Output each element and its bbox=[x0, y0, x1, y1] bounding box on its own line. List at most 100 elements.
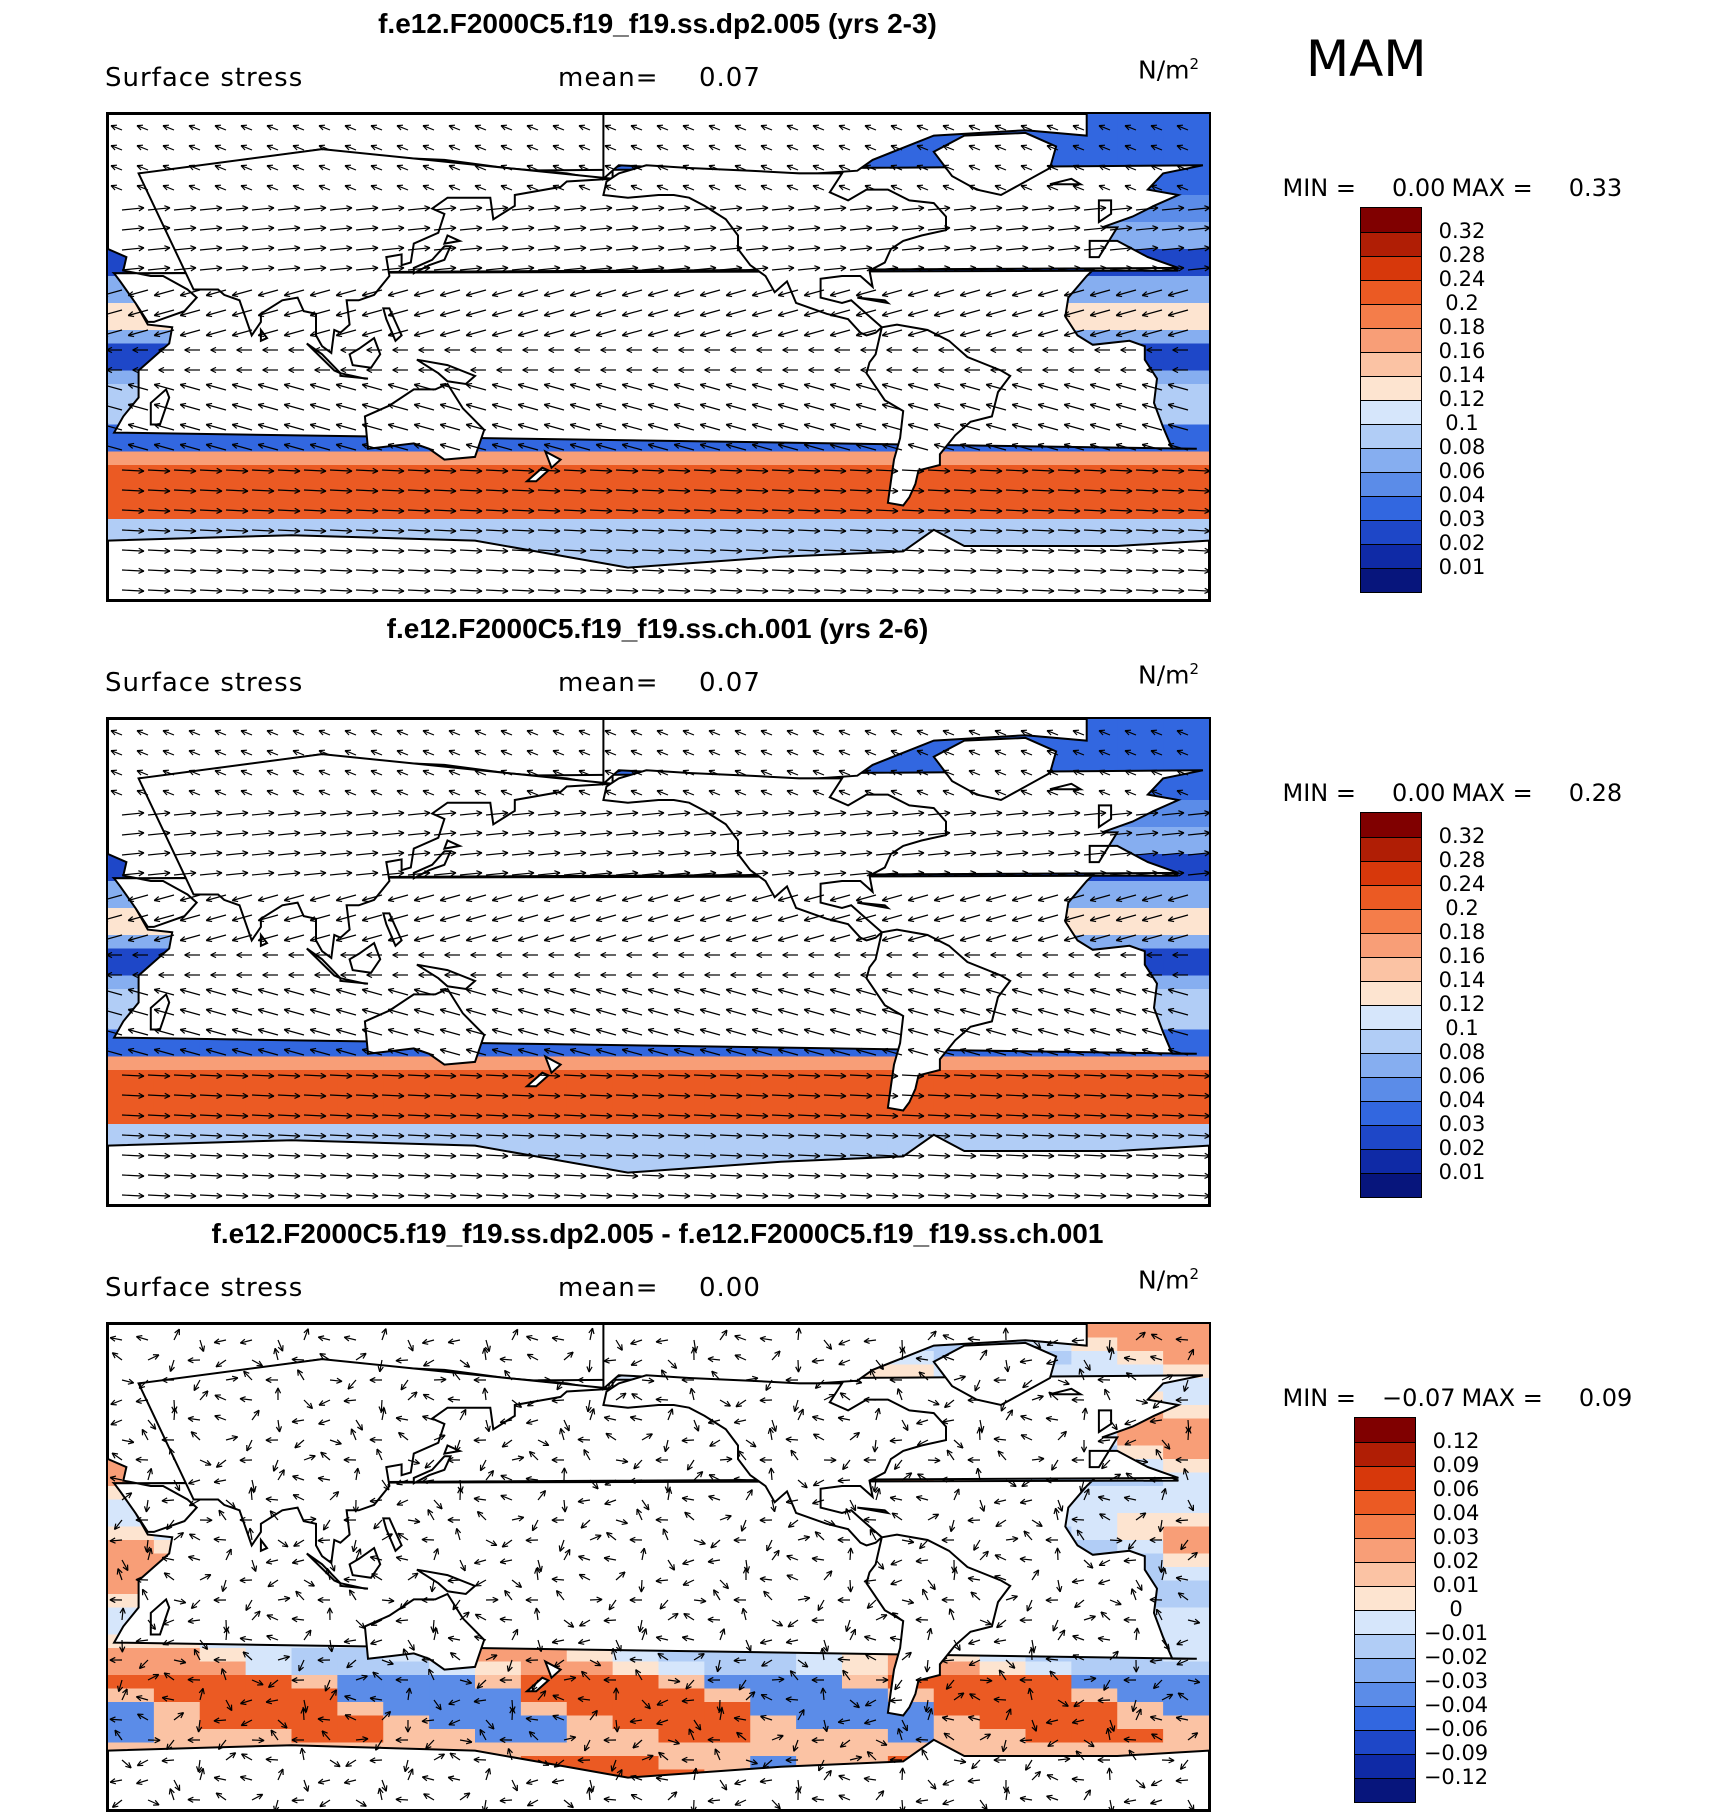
mean-label: mean= bbox=[558, 63, 659, 93]
colorbar-tick-label: 0.12 bbox=[1438, 992, 1486, 1016]
colorbar-tick-label: 0.1 bbox=[1445, 411, 1479, 435]
min-value: 0.00 bbox=[1392, 779, 1446, 807]
colorbar-box bbox=[1360, 812, 1422, 1198]
max-value: 0.33 bbox=[1568, 174, 1623, 202]
min-value: 0.00 bbox=[1392, 174, 1446, 202]
stress-vectors bbox=[109, 1327, 1201, 1810]
max-label: MAX = bbox=[1461, 1384, 1543, 1412]
colorbar: 0.32 0.28 0.24 0.2 0.18 0.16 0.14 0.12 0.1 0.08 0.… bbox=[1360, 207, 1520, 595]
colorbar-swatch bbox=[1355, 1538, 1415, 1562]
colorbar-tick-label: 0.03 bbox=[1438, 507, 1486, 531]
colorbar-tick-label: 0.2 bbox=[1445, 896, 1479, 920]
panel-1: f.e12.F2000C5.f19_f19.ss.dp2.005 (yrs 2-… bbox=[0, 0, 1710, 602]
colorbar-tick-label: 0.06 bbox=[1432, 1477, 1480, 1501]
colorbar-swatch bbox=[1355, 1706, 1415, 1730]
colorbar-swatch bbox=[1361, 813, 1421, 837]
panel-2: f.e12.F2000C5.f19_f19.ss.ch.001 (yrs 2-6… bbox=[0, 605, 1710, 1207]
colorbar-swatch bbox=[1355, 1754, 1415, 1778]
colorbar-tick-label: 0.09 bbox=[1432, 1453, 1480, 1477]
min-label: MIN = bbox=[1282, 174, 1356, 202]
min-label: MIN = bbox=[1282, 779, 1356, 807]
min-max-readout: MIN = −0.07 MAX = 0.09 bbox=[1252, 1356, 1633, 1440]
colorbar-swatch bbox=[1361, 957, 1421, 981]
colorbar-tick-label: 0.32 bbox=[1438, 824, 1486, 848]
colorbar-swatch bbox=[1361, 1125, 1421, 1149]
map-plot bbox=[106, 112, 1211, 602]
colorbar-tick-label: 0.14 bbox=[1438, 968, 1486, 992]
colorbar-swatch bbox=[1355, 1586, 1415, 1610]
colorbar-tick-label: −0.03 bbox=[1423, 1669, 1489, 1693]
max-label: MAX = bbox=[1451, 174, 1533, 202]
colorbar-tick-label: 0.03 bbox=[1432, 1525, 1480, 1549]
colorbar-box bbox=[1360, 207, 1422, 593]
panel-title: f.e12.F2000C5.f19_f19.ss.dp2.005 - f.e12… bbox=[211, 1218, 1104, 1249]
colorbar-tick-label: −0.09 bbox=[1423, 1741, 1489, 1765]
field-label: Surface stress bbox=[105, 63, 304, 93]
colorbar-tick-label: 0.28 bbox=[1438, 848, 1486, 872]
colorbar-swatch bbox=[1361, 304, 1421, 328]
colorbar: 0.32 0.28 0.24 0.2 0.18 0.16 0.14 0.12 0.1 0.08 0.… bbox=[1360, 812, 1520, 1200]
colorbar-tick-label: 0.1 bbox=[1445, 1016, 1479, 1040]
colorbar-swatch bbox=[1361, 909, 1421, 933]
colorbar-swatch bbox=[1361, 424, 1421, 448]
colorbar-tick-label: 0.24 bbox=[1438, 872, 1486, 896]
stress-vectors bbox=[108, 124, 1209, 594]
colorbar-tick-label: 0.08 bbox=[1438, 1040, 1486, 1064]
panel-3: f.e12.F2000C5.f19_f19.ss.dp2.005 - f.e12… bbox=[0, 1210, 1710, 1812]
colorbar-tick-label: 0.01 bbox=[1438, 1160, 1486, 1184]
colorbar-swatch bbox=[1355, 1514, 1415, 1538]
colorbar-tick-label: 0.24 bbox=[1438, 267, 1486, 291]
field-label: Surface stress bbox=[105, 668, 304, 698]
units-label: N/m2 bbox=[1138, 1265, 1200, 1295]
map-svg bbox=[108, 1324, 1209, 1810]
min-max-readout: MIN = 0.00 MAX = 0.33 bbox=[1252, 146, 1623, 230]
colorbar-tick-label: 0.04 bbox=[1438, 1088, 1486, 1112]
colorbar-tick-label: 0.12 bbox=[1438, 387, 1486, 411]
min-label: MIN = bbox=[1282, 1384, 1356, 1412]
colorbar-box bbox=[1354, 1417, 1416, 1803]
colorbar-tick-label: 0.16 bbox=[1438, 944, 1486, 968]
colorbar-tick-label: 0.2 bbox=[1445, 291, 1479, 315]
colorbar-swatch bbox=[1355, 1730, 1415, 1754]
colorbar-tick-label: −0.06 bbox=[1423, 1717, 1489, 1741]
colorbar-tick-label: 0.04 bbox=[1438, 483, 1486, 507]
colorbar-swatch bbox=[1361, 448, 1421, 472]
units-label: N/m2 bbox=[1138, 660, 1200, 690]
colorbar-swatch bbox=[1361, 232, 1421, 256]
colorbar-swatch bbox=[1361, 496, 1421, 520]
colorbar-swatch bbox=[1361, 1149, 1421, 1173]
colorbar-swatch bbox=[1361, 1101, 1421, 1125]
colorbar-tick-label: 0.06 bbox=[1438, 1064, 1486, 1088]
colorbar-tick-label: 0.18 bbox=[1438, 315, 1486, 339]
colorbar-tick-label: 0.14 bbox=[1438, 363, 1486, 387]
colorbar-tick-label: 0.01 bbox=[1432, 1573, 1480, 1597]
max-value: 0.09 bbox=[1578, 1384, 1633, 1412]
colorbar-swatch bbox=[1355, 1610, 1415, 1634]
colorbar-tick-label: 0.28 bbox=[1438, 243, 1486, 267]
colorbar-tick-label: 0 bbox=[1449, 1597, 1463, 1621]
stress-vectors bbox=[108, 729, 1209, 1199]
mean-label: mean= bbox=[558, 1273, 659, 1303]
colorbar-tick-label: 0.06 bbox=[1438, 459, 1486, 483]
colorbar: 0.12 0.09 0.06 0.04 0.03 0.02 0.01 0 −0.01 −0.02−… bbox=[1354, 1417, 1514, 1805]
colorbar-swatch bbox=[1355, 1466, 1415, 1490]
colorbar-tick-label: 0.02 bbox=[1438, 1136, 1486, 1160]
colorbar-swatch bbox=[1361, 1029, 1421, 1053]
colorbar-swatch bbox=[1361, 208, 1421, 232]
colorbar-tick-label: −0.12 bbox=[1423, 1765, 1489, 1789]
colorbar-swatch bbox=[1361, 352, 1421, 376]
panel-title: f.e12.F2000C5.f19_f19.ss.dp2.005 (yrs 2-… bbox=[378, 8, 937, 39]
colorbar-tick-label: 0.16 bbox=[1438, 339, 1486, 363]
season-label: MAM bbox=[1306, 30, 1427, 88]
colorbar-swatch bbox=[1361, 837, 1421, 861]
colorbar-tick-label: 0.04 bbox=[1432, 1501, 1480, 1525]
mean-value: 0.00 bbox=[699, 1273, 761, 1303]
land-masses bbox=[108, 1324, 1209, 1810]
colorbar-swatch bbox=[1361, 472, 1421, 496]
colorbar-tick-label: −0.04 bbox=[1423, 1693, 1489, 1717]
land-masses bbox=[108, 114, 1209, 600]
colorbar-swatch bbox=[1361, 1053, 1421, 1077]
panel-title: f.e12.F2000C5.f19_f19.ss.ch.001 (yrs 2-6… bbox=[386, 613, 929, 644]
colorbar-swatch bbox=[1361, 1005, 1421, 1029]
colorbar-tick-label: 0.03 bbox=[1438, 1112, 1486, 1136]
